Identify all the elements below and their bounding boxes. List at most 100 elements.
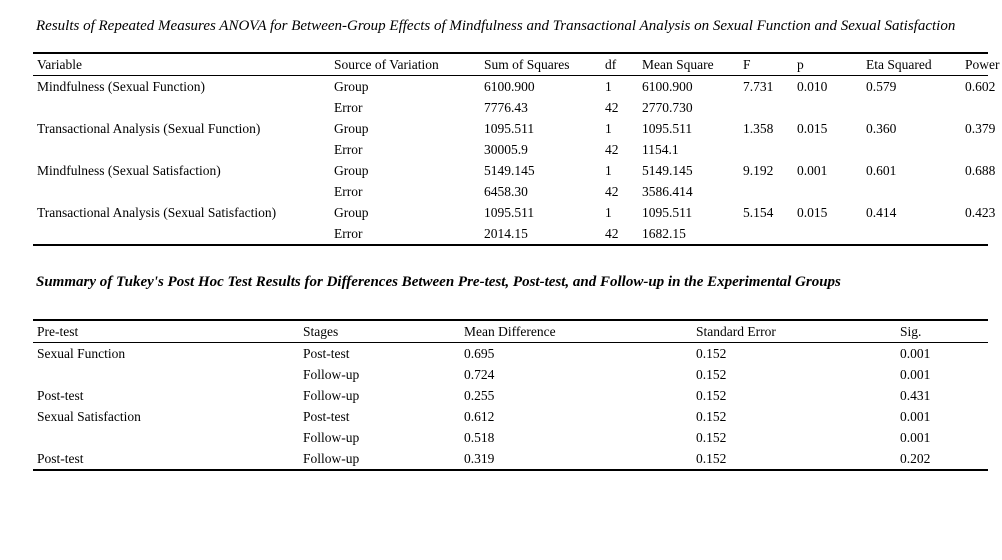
table-cell: Follow-up bbox=[303, 367, 360, 382]
table-row: Follow-up 0.518 0.152 0.001 bbox=[33, 427, 988, 448]
table-cell: 5.154 bbox=[743, 205, 774, 220]
table-cell bbox=[961, 97, 988, 118]
table-cell bbox=[33, 139, 330, 160]
table-cell bbox=[33, 427, 299, 448]
table-row: Post-test Follow-up 0.319 0.152 0.202 bbox=[33, 448, 988, 470]
table-row: Error 6458.30 42 3586.414 bbox=[33, 181, 988, 202]
anova-table-title: Results of Repeated Measures ANOVA for B… bbox=[36, 18, 956, 34]
table-cell bbox=[33, 364, 299, 385]
table-cell: 0.010 bbox=[797, 79, 828, 94]
table-cell: 42 bbox=[605, 226, 619, 241]
table-cell: Sexual Satisfaction bbox=[37, 409, 141, 424]
table-cell bbox=[862, 139, 961, 160]
table-cell: 9.192 bbox=[743, 163, 774, 178]
table-cell: Sexual Function bbox=[37, 346, 126, 361]
table-cell: 0.001 bbox=[900, 367, 931, 382]
table-cell: 2770.730 bbox=[642, 100, 693, 115]
column-header: Pre-test bbox=[37, 324, 79, 339]
table-cell: Follow-up bbox=[303, 451, 360, 466]
table-cell: 0.255 bbox=[464, 388, 495, 403]
table-cell: Group bbox=[334, 121, 369, 136]
table-cell: Error bbox=[334, 142, 363, 157]
table-cell: 1095.511 bbox=[484, 205, 535, 220]
column-header: Source of Variation bbox=[334, 57, 439, 72]
table-cell: 0.202 bbox=[900, 451, 931, 466]
table-row: Post-test Follow-up 0.255 0.152 0.431 bbox=[33, 385, 988, 406]
table-cell: 0.579 bbox=[866, 79, 897, 94]
table-cell: Post-test bbox=[303, 346, 350, 361]
header-row: Variable Source of Variation Sum of Square… bbox=[33, 53, 1000, 76]
table-cell: 0.601 bbox=[866, 163, 897, 178]
table-cell: 7776.43 bbox=[484, 100, 528, 115]
table-cell: 7.731 bbox=[743, 79, 774, 94]
table-row: Mindfulness (Sexual Satisfaction) Group 51… bbox=[33, 160, 995, 181]
column-header: Eta Squared bbox=[866, 57, 932, 72]
table-cell: 0.379 bbox=[965, 121, 996, 136]
table-row: Error 7776.43 42 2770.730 bbox=[33, 97, 988, 118]
table-row: Error 2014.15 42 1682.15 bbox=[33, 223, 988, 245]
table-cell: 1095.511 bbox=[642, 121, 693, 136]
table-cell: 0.152 bbox=[696, 409, 727, 424]
table-cell: Post-test bbox=[37, 451, 84, 466]
tukey-table-title: Summary of Tukey's Post Hoc Test Results… bbox=[36, 274, 841, 290]
table-cell: 0.152 bbox=[696, 451, 727, 466]
table-cell: 0.015 bbox=[797, 205, 828, 220]
table-cell bbox=[862, 97, 961, 118]
table-cell: 0.360 bbox=[866, 121, 897, 136]
table-row: Sexual Satisfaction Post-test 0.612 0.152 0.… bbox=[33, 406, 988, 427]
table-cell: 6100.900 bbox=[484, 79, 535, 94]
table-cell bbox=[739, 139, 793, 160]
table-cell: Transactional Analysis (Sexual Satisfact… bbox=[37, 205, 277, 220]
table-row: Transactional Analysis (Sexual Satisfact… bbox=[33, 202, 996, 223]
column-header: df bbox=[605, 57, 617, 72]
table-cell: 0.423 bbox=[965, 205, 996, 220]
table-cell: 30005.9 bbox=[484, 142, 528, 157]
table-cell: 3586.414 bbox=[642, 184, 693, 199]
table-cell: 1154.1 bbox=[642, 142, 679, 157]
table-cell: 6458.30 bbox=[484, 184, 528, 199]
tukey-posthoc-table: Pre-test Stages Mean Difference Standard Er… bbox=[33, 319, 988, 471]
table-row: Mindfulness (Sexual Function) Group 6100.9… bbox=[33, 76, 996, 98]
table-cell: Mindfulness (Sexual Function) bbox=[37, 79, 205, 94]
table-cell bbox=[961, 139, 988, 160]
table-cell bbox=[739, 223, 793, 245]
header-row: Pre-test Stages Mean Difference Standard Er… bbox=[33, 320, 988, 343]
table-cell: 0.602 bbox=[965, 79, 996, 94]
table-cell: 1 bbox=[605, 79, 612, 94]
table-cell: Error bbox=[334, 184, 363, 199]
table-cell: 0.001 bbox=[900, 409, 931, 424]
table-cell: Error bbox=[334, 226, 363, 241]
table-row: Transactional Analysis (Sexual Function)… bbox=[33, 118, 996, 139]
table-cell: 1 bbox=[605, 163, 612, 178]
table-cell: 1 bbox=[605, 121, 612, 136]
table-cell: 42 bbox=[605, 100, 619, 115]
table-cell: Follow-up bbox=[303, 388, 360, 403]
table-cell bbox=[793, 223, 862, 245]
column-header: p bbox=[797, 57, 804, 72]
column-header: Mean Difference bbox=[464, 324, 556, 339]
table-cell bbox=[961, 181, 988, 202]
table-cell: 0.015 bbox=[797, 121, 828, 136]
table-cell: 0.152 bbox=[696, 346, 727, 361]
table-cell: 0.518 bbox=[464, 430, 495, 445]
table-row: Follow-up 0.724 0.152 0.001 bbox=[33, 364, 988, 385]
table-cell: 1 bbox=[605, 205, 612, 220]
table-row: Sexual Function Post-test 0.695 0.152 0.001 bbox=[33, 343, 988, 365]
table-cell: Post-test bbox=[37, 388, 84, 403]
table-cell: 6100.900 bbox=[642, 79, 693, 94]
table-cell: 42 bbox=[605, 142, 619, 157]
table-cell: 42 bbox=[605, 184, 619, 199]
page-content: Results of Repeated Measures ANOVA for B… bbox=[33, 18, 1000, 471]
table-cell: 1.358 bbox=[743, 121, 774, 136]
table-cell bbox=[739, 97, 793, 118]
table-cell: 1682.15 bbox=[642, 226, 686, 241]
table-cell: 0.414 bbox=[866, 205, 897, 220]
table-cell bbox=[793, 139, 862, 160]
column-header: Sig. bbox=[900, 324, 922, 339]
table-cell: 0.612 bbox=[464, 409, 495, 424]
column-header: Power bbox=[965, 57, 1000, 72]
table-cell: 0.152 bbox=[696, 367, 727, 382]
table-cell bbox=[862, 181, 961, 202]
table-cell bbox=[793, 181, 862, 202]
